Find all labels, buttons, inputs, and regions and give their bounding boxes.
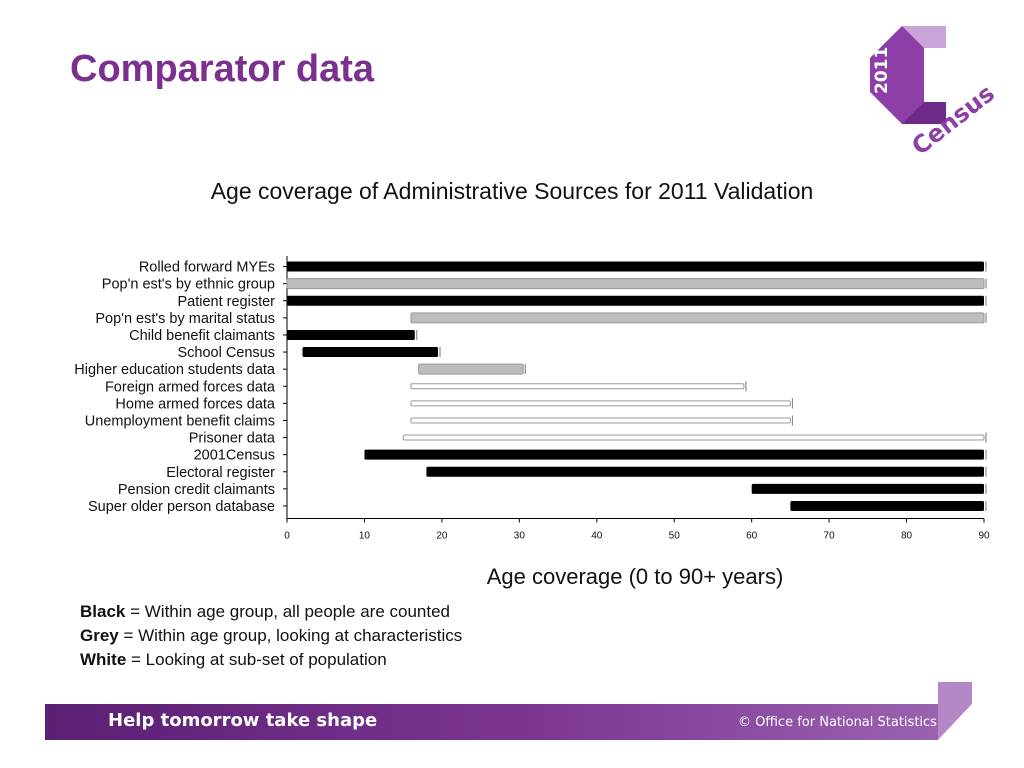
category-label: Electoral register bbox=[166, 465, 275, 481]
category-label: Home armed forces data bbox=[115, 396, 276, 412]
category-label: Rolled forward MYEs bbox=[139, 260, 275, 276]
range-bar bbox=[302, 347, 439, 358]
slide-title: Comparator data bbox=[70, 48, 375, 90]
category-label: Pop'n est's by ethnic group bbox=[102, 277, 275, 293]
category-label: Patient register bbox=[177, 294, 275, 310]
legend-row-grey: Grey = Within age group, looking at char… bbox=[80, 624, 462, 648]
legend: Black = Within age group, all people are… bbox=[80, 600, 462, 672]
range-bar bbox=[410, 383, 745, 390]
census-2011-logo: 2011 Census bbox=[870, 26, 1000, 161]
x-tick-label: 10 bbox=[359, 531, 371, 542]
legend-row-white: White = Looking at sub-set of population bbox=[80, 648, 462, 672]
legend-text: = Within age group, looking at character… bbox=[118, 626, 463, 645]
range-bar bbox=[364, 449, 984, 460]
logo-c-shadow bbox=[902, 102, 946, 124]
range-bar bbox=[410, 417, 791, 424]
category-label: Unemployment benefit claims bbox=[85, 413, 275, 429]
legend-row-black: Black = Within age group, all people are… bbox=[80, 600, 462, 624]
x-tick-label: 50 bbox=[669, 531, 681, 542]
category-label: Child benefit claimants bbox=[129, 328, 275, 344]
footer-organisation: © Office for National Statistics bbox=[738, 715, 937, 730]
category-label: Foreign armed forces data bbox=[105, 379, 276, 395]
category-label: Super older person database bbox=[88, 499, 275, 515]
category-label: Higher education students data bbox=[74, 362, 276, 378]
footer-bar bbox=[45, 704, 938, 740]
x-axis-label: Age coverage (0 to 90+ years) bbox=[486, 564, 784, 589]
footer-slogan: Help tomorrow take shape bbox=[108, 710, 378, 731]
chart-title: Age coverage of Administrative Sources f… bbox=[210, 178, 814, 204]
x-tick-label: 70 bbox=[824, 531, 836, 542]
range-bar bbox=[287, 329, 415, 340]
range-bar bbox=[287, 295, 984, 306]
x-tick-label: 40 bbox=[591, 531, 603, 542]
legend-text: = Within age group, all people are count… bbox=[125, 602, 451, 621]
category-label: Pension credit claimants bbox=[118, 482, 275, 498]
category-label: School Census bbox=[177, 345, 275, 361]
range-bar bbox=[751, 483, 984, 494]
logo-c-shape bbox=[870, 26, 946, 124]
logo-year-text: 2011 bbox=[872, 47, 892, 94]
x-tick-label: 0 bbox=[284, 531, 290, 542]
legend-term: Grey bbox=[80, 626, 119, 645]
range-bar bbox=[286, 278, 985, 290]
x-tick-label: 30 bbox=[514, 531, 526, 542]
range-bar bbox=[410, 400, 791, 407]
range-bar bbox=[287, 261, 984, 272]
range-bar bbox=[418, 363, 524, 375]
category-label: Pop'n est's by marital status bbox=[95, 311, 275, 327]
category-label: Prisoner data bbox=[189, 431, 276, 447]
range-bar bbox=[790, 500, 984, 511]
range-bar bbox=[410, 312, 985, 324]
range-bar bbox=[426, 466, 984, 477]
legend-text: = Looking at sub-set of population bbox=[126, 650, 387, 669]
category-label: 2001Census bbox=[194, 448, 275, 464]
footer-fold-decoration bbox=[938, 682, 972, 742]
legend-term: White bbox=[80, 650, 127, 669]
x-tick-label: 20 bbox=[436, 531, 448, 542]
x-tick-label: 60 bbox=[746, 531, 758, 542]
range-bar bbox=[402, 434, 985, 441]
x-tick-label: 80 bbox=[901, 531, 913, 542]
x-tick-label: 90 bbox=[978, 531, 990, 542]
logo-c-highlight bbox=[902, 26, 946, 48]
legend-term: Black bbox=[80, 602, 126, 621]
